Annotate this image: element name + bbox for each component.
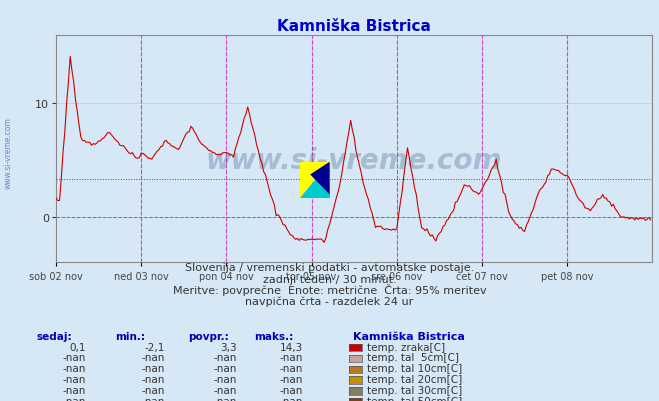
Text: Kamniška Bistrica: Kamniška Bistrica <box>353 331 465 341</box>
Text: sedaj:: sedaj: <box>36 331 72 341</box>
Text: -nan: -nan <box>280 374 303 384</box>
Text: Meritve: povprečne  Enote: metrične  Črta: 95% meritev: Meritve: povprečne Enote: metrične Črta:… <box>173 283 486 295</box>
Text: temp. tal 30cm[C]: temp. tal 30cm[C] <box>367 385 463 395</box>
Text: temp. zraka[C]: temp. zraka[C] <box>367 342 445 352</box>
Text: -nan: -nan <box>63 363 86 373</box>
Text: 14,3: 14,3 <box>280 342 303 352</box>
Text: -nan: -nan <box>142 374 165 384</box>
Text: -nan: -nan <box>63 352 86 363</box>
Text: -nan: -nan <box>63 396 86 401</box>
Text: -nan: -nan <box>280 385 303 395</box>
Text: -nan: -nan <box>280 352 303 363</box>
Text: -nan: -nan <box>142 385 165 395</box>
Text: -2,1: -2,1 <box>144 342 165 352</box>
Text: -nan: -nan <box>280 363 303 373</box>
Text: www.si-vreme.com: www.si-vreme.com <box>206 147 502 175</box>
Text: zadnji teden / 30 minut.: zadnji teden / 30 minut. <box>263 274 396 284</box>
Text: maks.:: maks.: <box>254 331 293 341</box>
Polygon shape <box>300 162 330 198</box>
Text: navpična črta - razdelek 24 ur: navpična črta - razdelek 24 ur <box>245 296 414 306</box>
Text: -nan: -nan <box>214 374 237 384</box>
Text: 3,3: 3,3 <box>221 342 237 352</box>
Text: -nan: -nan <box>142 396 165 401</box>
Polygon shape <box>300 162 330 198</box>
Text: -nan: -nan <box>142 352 165 363</box>
Text: -nan: -nan <box>280 396 303 401</box>
Text: -nan: -nan <box>214 363 237 373</box>
Text: www.si-vreme.com: www.si-vreme.com <box>3 117 13 188</box>
Text: 0,1: 0,1 <box>69 342 86 352</box>
Text: temp. tal 10cm[C]: temp. tal 10cm[C] <box>367 363 463 373</box>
Text: min.:: min.: <box>115 331 146 341</box>
Text: temp. tal 20cm[C]: temp. tal 20cm[C] <box>367 374 463 384</box>
Text: temp. tal 50cm[C]: temp. tal 50cm[C] <box>367 396 463 401</box>
Text: -nan: -nan <box>214 396 237 401</box>
Text: -nan: -nan <box>63 374 86 384</box>
Text: -nan: -nan <box>63 385 86 395</box>
Text: temp. tal  5cm[C]: temp. tal 5cm[C] <box>367 352 459 363</box>
Polygon shape <box>310 162 330 195</box>
Text: Slovenija / vremenski podatki - avtomatske postaje.: Slovenija / vremenski podatki - avtomats… <box>185 263 474 273</box>
Title: Kamniška Bistrica: Kamniška Bistrica <box>277 18 431 34</box>
Text: -nan: -nan <box>214 385 237 395</box>
Text: povpr.:: povpr.: <box>188 331 229 341</box>
Text: -nan: -nan <box>214 352 237 363</box>
Text: -nan: -nan <box>142 363 165 373</box>
